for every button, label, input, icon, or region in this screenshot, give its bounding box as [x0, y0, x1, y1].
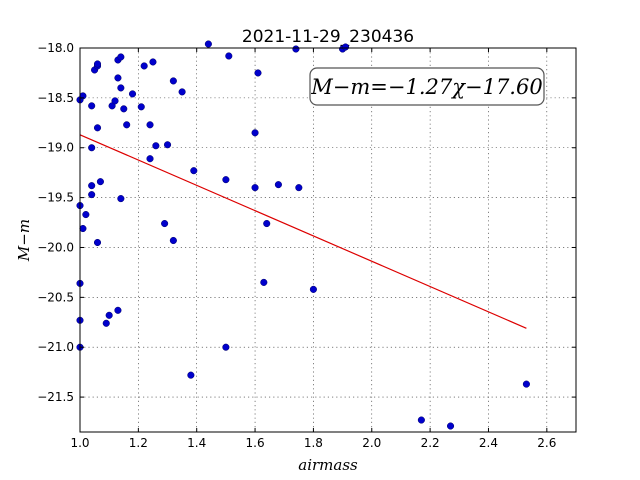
data-point [152, 142, 160, 150]
x-tick-label: 2.0 [362, 436, 381, 450]
data-point [251, 129, 259, 137]
data-point [146, 121, 154, 129]
fit-equation-box: M−m=−1.27χ−17.60 [309, 67, 545, 106]
scatter-points [76, 40, 530, 430]
data-point [190, 167, 198, 175]
data-point [149, 58, 157, 66]
data-point [117, 195, 125, 203]
y-tick-label: −21.0 [37, 340, 74, 354]
x-tick-label: 1.0 [70, 436, 89, 450]
data-point [120, 105, 128, 113]
data-point [522, 380, 530, 388]
data-point [222, 343, 230, 351]
fit-equation: M−m=−1.27χ−17.60 [310, 75, 542, 99]
x-tick-label: 1.4 [187, 436, 206, 450]
y-tick-label: −18.5 [37, 91, 74, 105]
fit-line-layer [79, 134, 527, 329]
data-point [93, 124, 102, 132]
data-point [93, 238, 102, 247]
data-point [263, 219, 271, 228]
data-point [204, 40, 212, 48]
data-point [123, 121, 131, 129]
data-point [225, 52, 233, 60]
data-point [146, 155, 154, 163]
y-tick-label: −19.0 [37, 141, 74, 155]
data-point [117, 84, 125, 92]
data-point [79, 224, 87, 233]
y-axis-label: M−m [15, 219, 33, 262]
data-point [169, 77, 177, 85]
data-point [93, 60, 102, 68]
data-point [102, 319, 110, 327]
data-point [137, 103, 145, 111]
x-tick-label: 1.6 [246, 436, 265, 450]
data-point [446, 422, 455, 430]
data-point [161, 219, 169, 228]
data-point [309, 285, 317, 293]
data-point [88, 191, 96, 199]
y-tick-label: −20.0 [37, 240, 74, 254]
data-point [341, 43, 350, 51]
x-tick-label: 2.2 [421, 436, 440, 450]
y-tick-label: −19.5 [37, 191, 74, 205]
y-tick-label: −18.0 [37, 41, 74, 55]
data-point [140, 62, 148, 70]
data-point [260, 278, 268, 286]
x-tick-label: 2.6 [537, 436, 556, 450]
data-point [96, 178, 104, 186]
chart-title: 2021-11-29_230436 [242, 27, 414, 47]
data-point [163, 141, 172, 149]
data-point [222, 176, 230, 184]
data-point [292, 45, 300, 53]
data-point [114, 306, 122, 314]
data-point [254, 69, 262, 77]
data-point [169, 236, 177, 245]
data-point [88, 102, 96, 110]
data-point [111, 97, 119, 105]
data-point [128, 90, 137, 98]
axis-ticks: 1.0 1.2 1.4 1.6 1.8 2.0 2.2 2.4 2.6 −18.0 −18.5 −19… [37, 41, 576, 450]
data-point [178, 88, 186, 96]
x-tick-label: 1.8 [304, 436, 323, 450]
fit-line [79, 134, 527, 329]
data-point [88, 182, 96, 190]
data-point [251, 184, 259, 192]
data-point [417, 416, 425, 424]
x-tick-label: 2.4 [479, 436, 498, 450]
data-point [274, 181, 282, 189]
data-point [114, 74, 122, 82]
data-point [88, 144, 96, 152]
data-point [295, 184, 303, 192]
data-point [187, 371, 195, 379]
data-point [82, 211, 90, 219]
y-tick-label: −21.5 [37, 390, 74, 404]
data-point [117, 53, 125, 61]
plot-frame [79, 47, 577, 433]
y-tick-label: −20.5 [37, 290, 74, 304]
data-point [105, 311, 113, 319]
x-tick-label: 1.2 [129, 436, 148, 450]
x-axis-label: airmass [298, 456, 358, 474]
